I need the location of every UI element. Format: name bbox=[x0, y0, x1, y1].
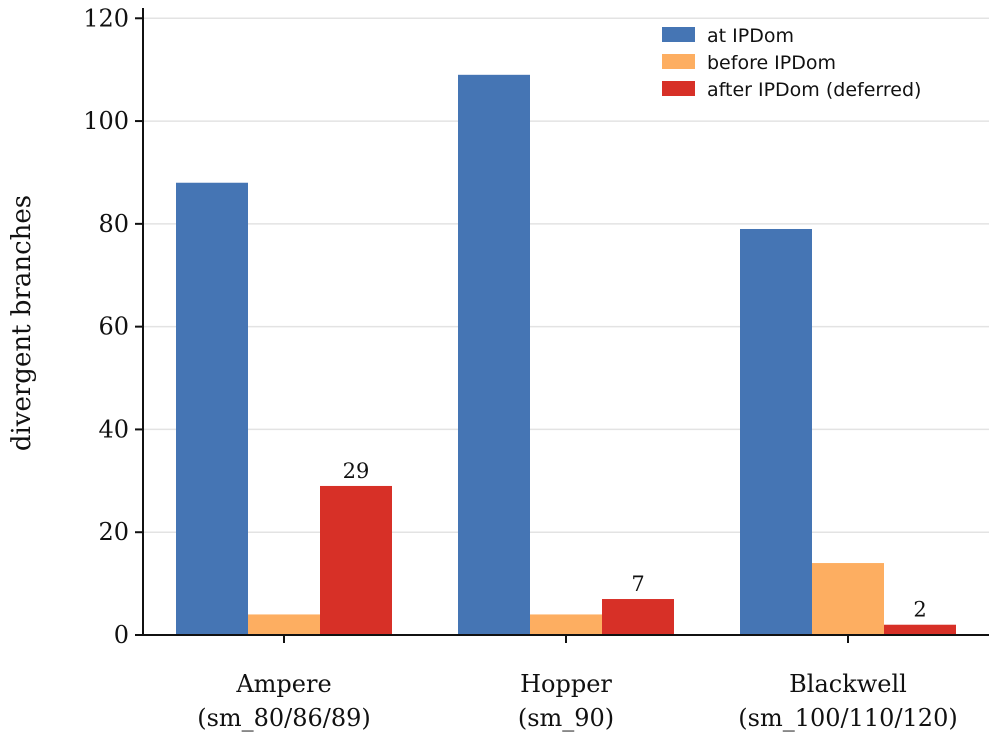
x-category-label-line: (sm_100/110/120) bbox=[738, 704, 957, 732]
grid-lines bbox=[143, 17, 989, 533]
bar bbox=[884, 624, 956, 635]
data-labels: 29 7 2 bbox=[343, 459, 927, 622]
x-category-label: Ampere (sm_80/86/89) bbox=[197, 670, 371, 732]
legend-swatch bbox=[662, 27, 695, 42]
legend-label: at IPDom bbox=[707, 25, 794, 47]
bar-value-label: 7 bbox=[631, 572, 644, 596]
x-category-label-line: (sm_90) bbox=[518, 704, 614, 732]
legend-label: after IPDom (deferred) bbox=[707, 79, 921, 101]
y-tick-label: 80 bbox=[98, 210, 129, 238]
y-axis-title: divergent branches bbox=[7, 195, 37, 451]
legend-label: before IPDom bbox=[707, 52, 836, 74]
bar-value-label: 2 bbox=[913, 598, 926, 622]
x-category-label-line: Hopper bbox=[520, 670, 612, 698]
y-tick-label: 40 bbox=[98, 415, 129, 443]
bar bbox=[812, 563, 884, 635]
x-category-label-line: (sm_80/86/89) bbox=[197, 704, 371, 732]
bar bbox=[458, 74, 530, 636]
bar bbox=[602, 599, 674, 635]
bar bbox=[530, 614, 602, 635]
x-category-label: Blackwell (sm_100/110/120) bbox=[738, 670, 957, 732]
bar bbox=[740, 228, 812, 635]
y-tick-label: 100 bbox=[83, 107, 129, 135]
legend-swatch bbox=[662, 81, 695, 96]
bar-value-label: 29 bbox=[343, 459, 370, 483]
y-tick-label: 120 bbox=[83, 4, 129, 32]
x-category-label-line: Blackwell bbox=[789, 670, 907, 698]
legend-swatch bbox=[662, 54, 695, 69]
x-category-label-line: Ampere bbox=[235, 670, 331, 698]
x-category-label: Hopper (sm_90) bbox=[518, 670, 614, 732]
y-tick-label: 60 bbox=[98, 313, 129, 341]
bars bbox=[176, 74, 956, 636]
x-category-labels: Ampere (sm_80/86/89) Hopper (sm_90) Blackwel… bbox=[197, 670, 958, 732]
bar bbox=[320, 485, 392, 635]
y-tick-label: 20 bbox=[98, 518, 129, 546]
axes bbox=[142, 8, 989, 636]
y-tick-label: 0 bbox=[114, 621, 129, 649]
bar bbox=[176, 182, 248, 635]
legend: at IPDom before IPDom after IPDom (deferre… bbox=[662, 25, 921, 101]
bar bbox=[248, 614, 320, 635]
y-ticks: 0 20 40 60 80 100 120 bbox=[83, 4, 849, 649]
